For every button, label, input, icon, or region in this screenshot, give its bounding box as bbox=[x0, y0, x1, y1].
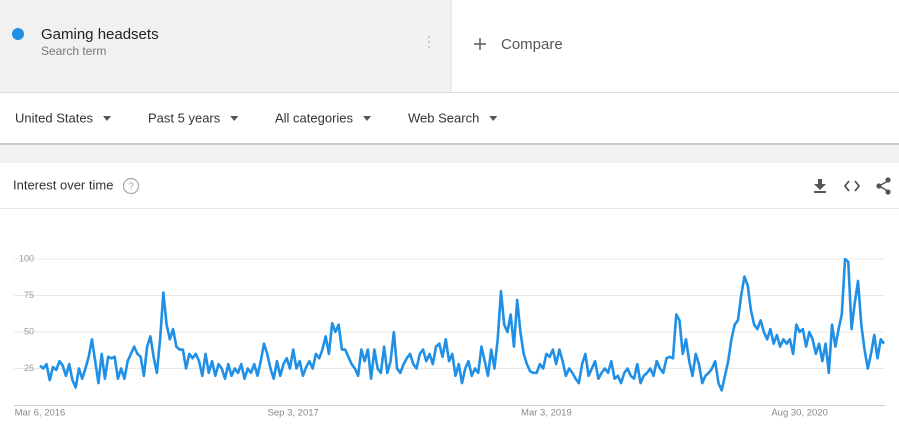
help-icon[interactable]: ? bbox=[122, 177, 140, 195]
y-tick-label: 75 bbox=[24, 290, 34, 300]
term-card[interactable] bbox=[0, 0, 451, 92]
chart: 25 50 75 100 Mar 6, 2016 Sep 3, 2017 Mar 3, 20… bbox=[14, 253, 886, 419]
filter-bar: United States Past 5 years All categories W… bbox=[15, 110, 498, 125]
share-icon[interactable] bbox=[876, 177, 891, 195]
dropdown-arrow bbox=[489, 116, 498, 121]
y-tick-label: 50 bbox=[24, 326, 34, 336]
download-icon[interactable] bbox=[814, 179, 826, 193]
dropdown-arrow bbox=[230, 116, 239, 121]
card-title: Interest over time bbox=[13, 177, 113, 192]
page-gap bbox=[0, 143, 899, 163]
compare-plus[interactable] bbox=[474, 38, 486, 50]
term-name[interactable]: Gaming headsets bbox=[41, 26, 159, 43]
y-tick-label: 100 bbox=[19, 253, 34, 263]
filter-dropdown[interactable]: Past 5 years bbox=[148, 110, 221, 125]
x-tick-label: Aug 30, 2020 bbox=[771, 408, 828, 419]
x-tick-label: Mar 6, 2016 bbox=[15, 408, 66, 419]
filter-dropdown[interactable]: United States bbox=[15, 110, 94, 125]
filter-dropdown[interactable]: All categories bbox=[275, 110, 354, 125]
term-color-dot bbox=[12, 28, 24, 40]
dropdown-arrow bbox=[103, 116, 112, 121]
compare-button[interactable]: Compare bbox=[501, 36, 563, 53]
term-subtitle: Search term bbox=[41, 44, 106, 58]
x-tick-label: Sep 3, 2017 bbox=[268, 408, 319, 419]
dropdown-arrow bbox=[363, 116, 372, 121]
embed-icon[interactable] bbox=[843, 180, 861, 192]
series-line bbox=[39, 257, 886, 392]
filter-dropdown[interactable]: Web Search bbox=[408, 110, 479, 125]
svg-text:?: ? bbox=[128, 182, 134, 193]
x-tick-label: Mar 3, 2019 bbox=[521, 408, 572, 419]
term-menu-icon[interactable] bbox=[427, 35, 431, 49]
y-tick-label: 25 bbox=[24, 363, 34, 373]
